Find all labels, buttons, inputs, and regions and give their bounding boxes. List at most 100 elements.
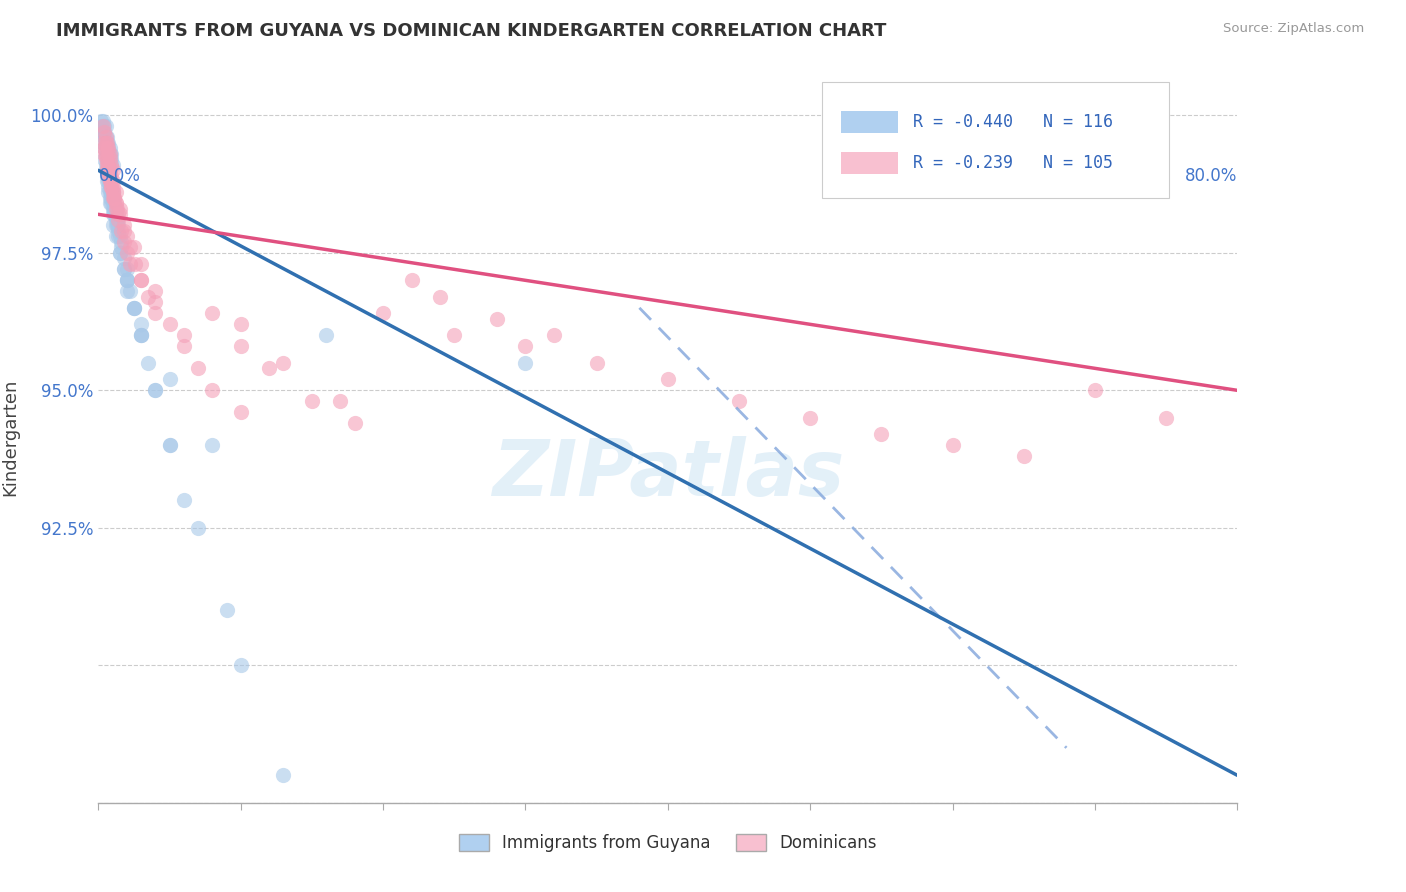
Point [301, 394, 323, 409]
Point [229, 318, 252, 332]
Point [103, 202, 125, 216]
Point [110, 240, 132, 254]
Point [96, 163, 118, 178]
Text: ZIPatlas: ZIPatlas [492, 435, 844, 512]
Point [100, 158, 122, 172]
Point [112, 262, 135, 277]
Point [98, 146, 121, 161]
Point [118, 257, 141, 271]
Point [100, 169, 122, 183]
Point [97, 169, 120, 183]
Point [108, 245, 131, 260]
Point [187, 361, 209, 376]
Point [129, 328, 152, 343]
FancyBboxPatch shape [841, 111, 898, 133]
Point [401, 273, 423, 287]
Point [104, 202, 127, 216]
Point [94, 130, 117, 145]
Point [100, 158, 122, 172]
Point [93, 130, 115, 145]
Point [94, 146, 117, 161]
Point [443, 328, 465, 343]
Point [100, 196, 122, 211]
Point [129, 328, 152, 343]
Point [112, 262, 135, 277]
Point [96, 174, 118, 188]
Point [107, 212, 129, 227]
Point [100, 186, 122, 200]
Point [97, 174, 120, 188]
Point [515, 356, 537, 370]
Point [115, 273, 138, 287]
Point [112, 219, 135, 233]
Point [96, 153, 118, 167]
Point [98, 196, 121, 211]
Point [104, 196, 127, 211]
Point [107, 207, 129, 221]
Point [201, 306, 224, 320]
Point [98, 153, 121, 167]
Point [145, 295, 167, 310]
Point [97, 163, 120, 178]
Point [101, 174, 124, 188]
Point [112, 224, 135, 238]
Point [159, 438, 181, 452]
Point [129, 273, 152, 287]
Point [94, 136, 117, 150]
Point [94, 130, 117, 145]
Point [657, 372, 679, 386]
Point [259, 361, 281, 376]
Point [90, 113, 112, 128]
Point [104, 186, 127, 200]
Point [173, 493, 195, 508]
Point [101, 179, 124, 194]
Point [110, 224, 132, 238]
Point [115, 273, 138, 287]
Point [101, 202, 124, 216]
Point [96, 163, 118, 178]
Point [101, 196, 124, 211]
Point [118, 285, 141, 299]
Point [93, 141, 115, 155]
Point [215, 603, 238, 617]
Legend: Immigrants from Guyana, Dominicans: Immigrants from Guyana, Dominicans [451, 825, 884, 860]
Point [373, 306, 395, 320]
Point [1012, 450, 1035, 464]
Point [159, 318, 181, 332]
Point [115, 229, 138, 244]
Point [100, 146, 122, 161]
FancyBboxPatch shape [841, 152, 898, 174]
Point [101, 219, 124, 233]
Point [97, 179, 120, 194]
Point [100, 153, 122, 167]
Point [103, 191, 125, 205]
Point [93, 120, 115, 134]
Point [799, 410, 821, 425]
Point [97, 141, 120, 155]
Point [97, 136, 120, 150]
Point [98, 163, 121, 178]
Point [101, 186, 124, 200]
Point [93, 125, 115, 139]
Point [108, 202, 131, 216]
Text: R = -0.239   N = 105: R = -0.239 N = 105 [912, 153, 1112, 172]
Point [145, 285, 167, 299]
Point [201, 384, 224, 398]
Point [129, 257, 152, 271]
Point [145, 384, 167, 398]
Point [100, 179, 122, 194]
Point [136, 290, 159, 304]
Point [329, 394, 352, 409]
Point [229, 339, 252, 353]
Point [93, 153, 115, 167]
Point [942, 438, 965, 452]
Point [728, 394, 751, 409]
Point [101, 163, 124, 178]
Point [122, 240, 145, 254]
Point [101, 186, 124, 200]
Point [103, 191, 125, 205]
Point [124, 257, 146, 271]
Point [315, 328, 337, 343]
Point [98, 186, 121, 200]
Point [97, 141, 120, 155]
